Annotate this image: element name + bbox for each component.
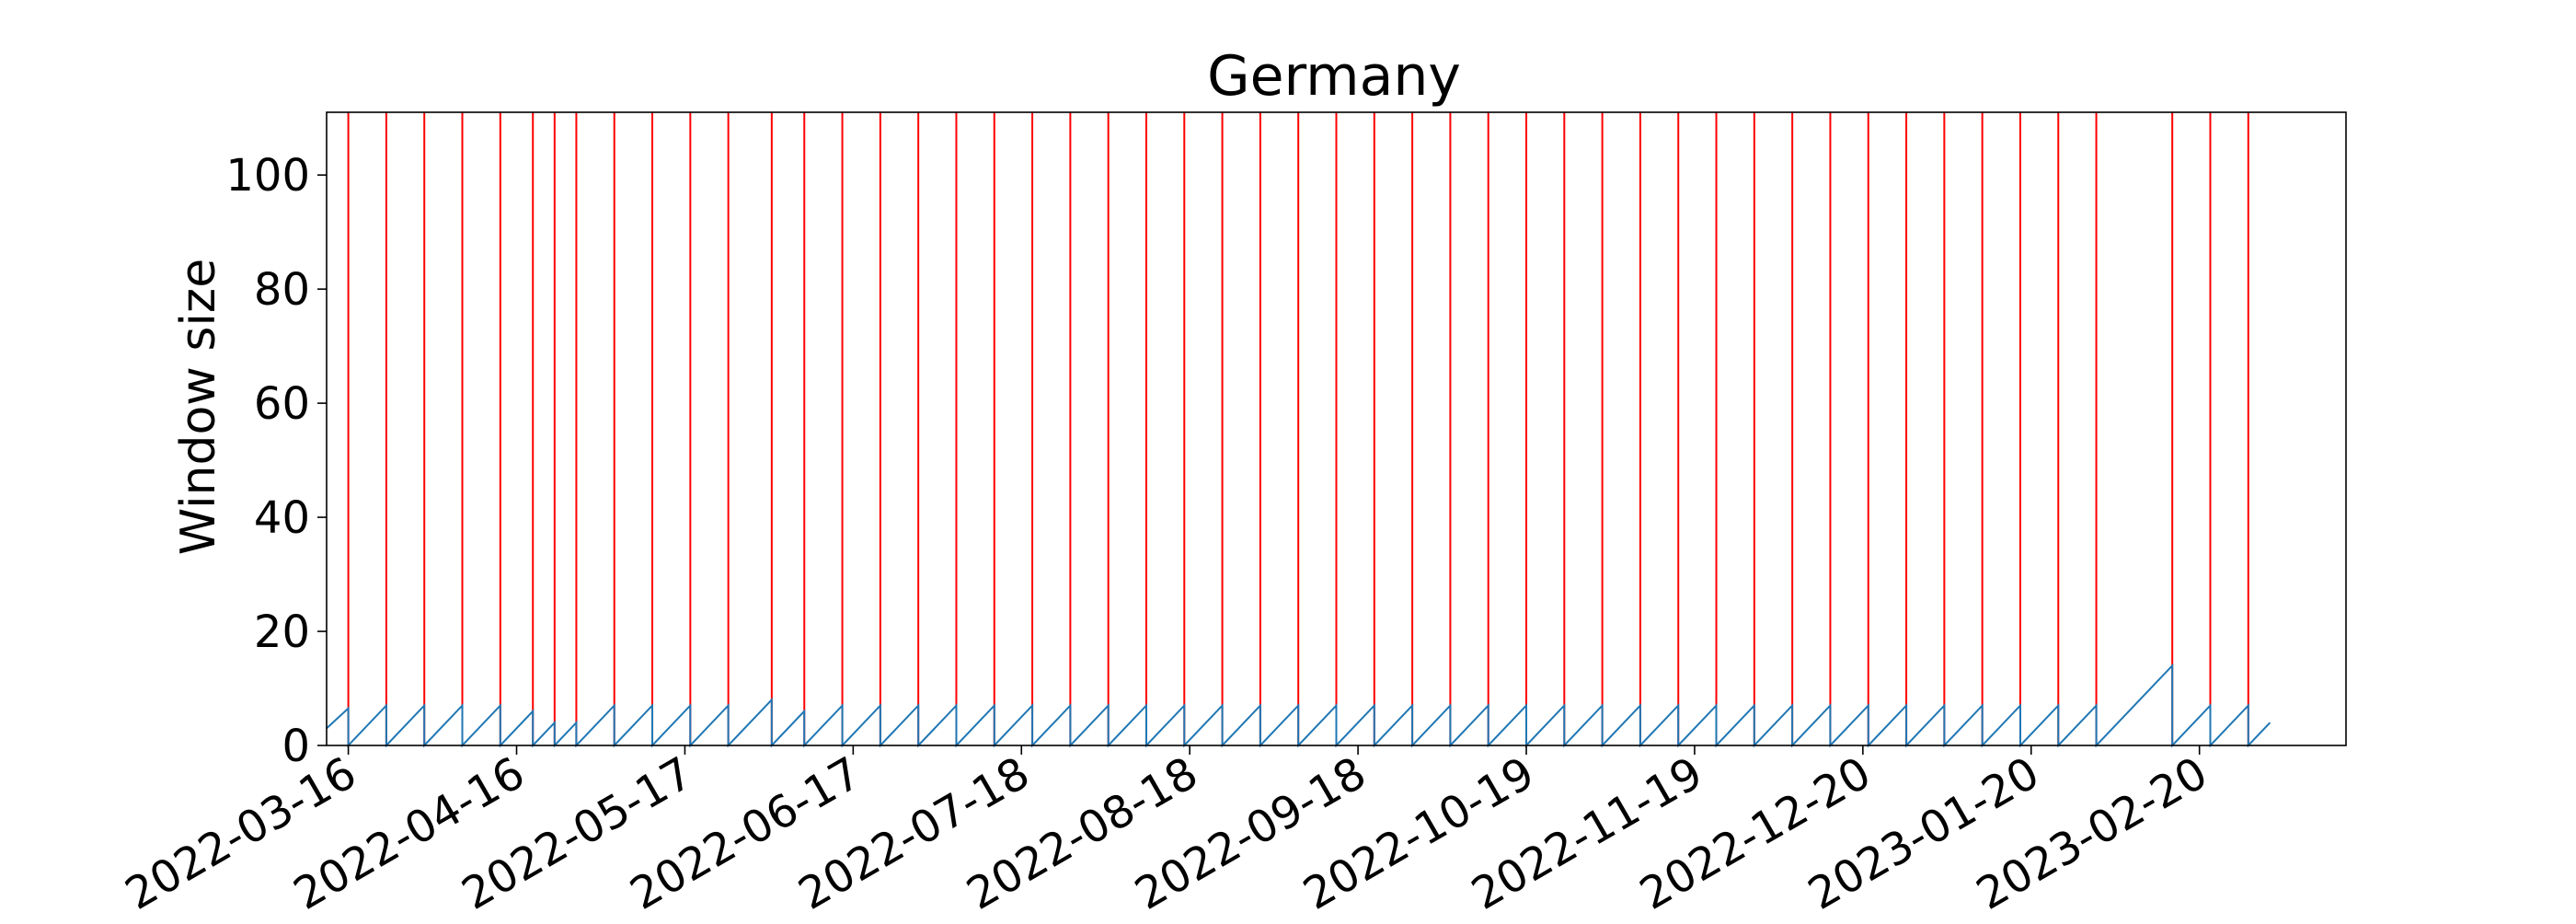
y-tick-label: 0 bbox=[282, 721, 310, 772]
y-tick-label: 20 bbox=[254, 606, 310, 658]
vlines-layer bbox=[347, 112, 2249, 745]
y-axis-label: Window size bbox=[171, 259, 226, 555]
plot-frame bbox=[326, 111, 2347, 746]
y-tick-label: 60 bbox=[254, 378, 310, 430]
y-tick-label: 40 bbox=[254, 492, 310, 544]
y-tick-label: 100 bbox=[225, 150, 310, 202]
series-line bbox=[326, 663, 2271, 748]
chart-title: Germany bbox=[1207, 44, 1461, 109]
y-tick-label: 80 bbox=[254, 264, 310, 316]
axes-layer: 0204060801002022-03-162022-04-162022-05-… bbox=[117, 111, 2347, 920]
series-layer bbox=[326, 663, 2271, 748]
